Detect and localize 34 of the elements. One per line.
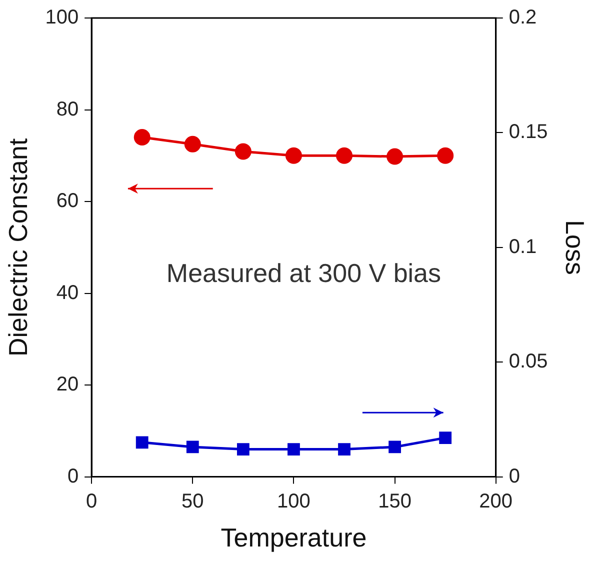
y-axis-title: Dielectric Constant (2, 138, 33, 356)
x-tick-label: 200 (479, 490, 513, 512)
y-tick-label: 20 (56, 374, 79, 396)
x-tick-label: 150 (378, 490, 412, 512)
x-tick-label: 100 (277, 490, 310, 512)
x-tick-label: 50 (182, 490, 204, 512)
point (285, 147, 302, 164)
y-tick-label: 80 (56, 98, 79, 120)
point (338, 443, 350, 456)
y-tick-label: 100 (45, 6, 79, 29)
y2-axis-title: Loss (560, 220, 590, 275)
point (236, 443, 250, 456)
point (388, 440, 401, 454)
y-tick-label: 60 (56, 190, 79, 212)
x-tick-label: 0 (86, 490, 98, 512)
y2-tick-label: 0 (508, 465, 520, 488)
point (234, 143, 252, 160)
point (184, 136, 201, 152)
point (386, 148, 404, 165)
point (437, 147, 454, 164)
point (336, 147, 353, 164)
y2-tick-label: 0.15 (508, 121, 548, 144)
x-axis-title: Temperature (220, 522, 367, 553)
y2-tick-label: 0.1 (508, 236, 537, 258)
point (288, 443, 300, 456)
point (136, 436, 148, 449)
y-tick-label: 0 (67, 465, 79, 488)
y-tick-label: 40 (56, 282, 79, 304)
point (439, 432, 452, 444)
annotation: Measured at 300 V bias (166, 258, 442, 288)
point (134, 129, 150, 146)
y2-tick-label: 0.2 (508, 6, 537, 29)
y2-tick-label: 0.05 (508, 350, 548, 373)
point (186, 440, 199, 454)
